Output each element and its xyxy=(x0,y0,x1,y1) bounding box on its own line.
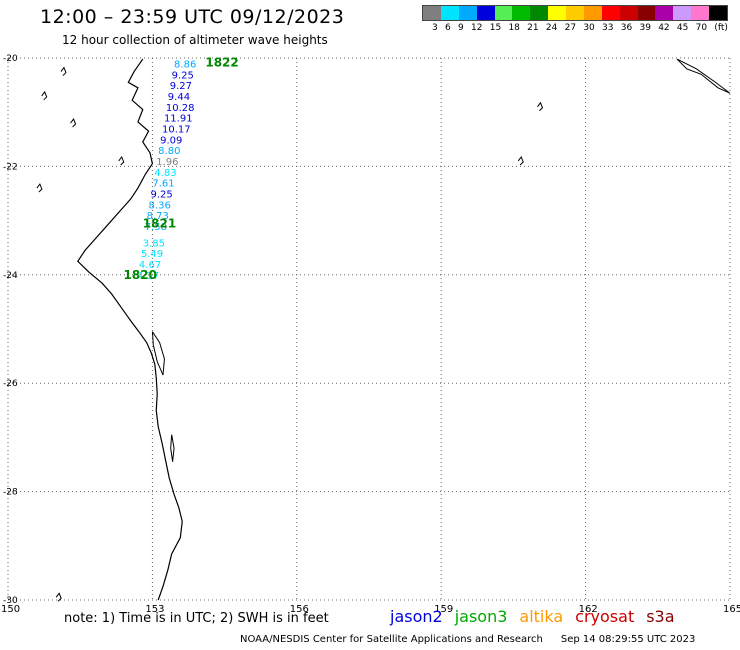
lat-label: -24 xyxy=(3,271,18,281)
wave-height-color-legend: 3 6 9 12 15 18 21 24 27 30 33 36 39 42 45 70 (ft) xyxy=(422,5,728,33)
map-title: 12:00 – 23:59 UTC 09/12/2023 xyxy=(40,6,345,28)
swh-value: 8.36 xyxy=(149,200,171,211)
swh-value: 4.67 xyxy=(139,260,161,271)
swh-value: 4.17 xyxy=(137,271,159,282)
swh-value: 5.49 xyxy=(141,249,163,260)
lat-label: -20 xyxy=(3,54,18,64)
swh-value: 9.27 xyxy=(170,81,192,92)
legend-swatch xyxy=(458,6,477,20)
swh-value: 7.58 xyxy=(145,222,167,233)
swh-value: 9.44 xyxy=(168,92,190,103)
legend-tick: 15 xyxy=(489,23,502,33)
credit-line: NOAA/NESDIS Center for Satellite Applica… xyxy=(240,634,695,645)
lat-label: -28 xyxy=(3,488,18,498)
swh-value: 11.91 xyxy=(164,114,193,125)
legend-tick: 70 xyxy=(695,23,708,33)
legend-tick-labels: 3 6 9 12 15 18 21 24 27 30 33 36 39 42 45 70 (ft) xyxy=(422,23,728,33)
satellite-label-s3a: s3a xyxy=(646,607,675,626)
legend-tick: 9 xyxy=(458,23,464,33)
legend-swatch xyxy=(709,6,727,20)
satellite-label-altika: altika xyxy=(519,607,564,626)
legend-swatch xyxy=(530,6,549,20)
legend-tick: 21 xyxy=(527,23,539,33)
footer-note: note: 1) Time is in UTC; 2) SWH is in fe… xyxy=(64,611,329,626)
swh-value: 9.09 xyxy=(160,135,182,146)
pass-label: 1821 xyxy=(143,216,176,230)
legend-tick: 12 xyxy=(471,23,483,33)
coastline xyxy=(77,58,183,601)
legend-tick: 24 xyxy=(545,23,558,33)
reef-fragment xyxy=(41,90,48,101)
satellite-legend: jason2 jason3 altika cryosat s3a xyxy=(390,607,687,626)
legend-tick: (ft) xyxy=(714,23,728,33)
satellite-label-cryosat: cryosat xyxy=(575,607,635,626)
legend-swatch xyxy=(548,6,566,20)
legend-tick: 36 xyxy=(620,23,633,33)
swh-value: 8.80 xyxy=(158,146,180,157)
legend-swatch xyxy=(512,6,531,20)
legend-swatch xyxy=(566,6,584,20)
legend-tick: 39 xyxy=(639,23,651,33)
swh-value: 9.25 xyxy=(172,70,194,81)
reef-fragment xyxy=(36,183,43,193)
fraser-island xyxy=(151,331,165,376)
lon-label: 165 xyxy=(723,604,740,615)
legend-tick: 6 xyxy=(445,23,451,33)
lat-label: -30 xyxy=(3,596,18,606)
swh-value: 3.85 xyxy=(143,238,165,249)
legend-swatch xyxy=(494,6,513,20)
lon-label: 153 xyxy=(145,604,164,615)
legend-tick: 33 xyxy=(602,23,614,33)
swh-value: 4.83 xyxy=(154,168,176,179)
swh-value: 10.28 xyxy=(166,103,195,114)
legend-tick: 18 xyxy=(508,23,520,33)
lat-label: -26 xyxy=(3,379,18,389)
reef-fragment xyxy=(517,155,524,166)
credit-text: NOAA/NESDIS Center for Satellite Applica… xyxy=(240,634,543,645)
legend-swatch xyxy=(583,6,602,20)
lon-label: 159 xyxy=(434,604,453,615)
reef-fragment xyxy=(70,118,77,128)
pass-label: 1822 xyxy=(205,55,238,69)
swh-value: 1.96 xyxy=(156,157,178,168)
legend-swatch xyxy=(476,6,495,20)
legend-swatch xyxy=(440,6,459,20)
legend-swatches xyxy=(422,5,728,21)
legend-swatch xyxy=(655,6,674,20)
legend-swatch xyxy=(619,6,638,20)
reef-fragment xyxy=(118,155,125,166)
reef-fragment xyxy=(537,101,544,112)
lat-label: -22 xyxy=(3,162,18,172)
legend-tick: 30 xyxy=(583,23,595,33)
swh-value: 10.17 xyxy=(162,124,191,135)
legend-tick: 3 xyxy=(432,23,438,33)
lon-label: 156 xyxy=(290,604,309,615)
legend-tick: 42 xyxy=(658,23,670,33)
legend-swatch xyxy=(691,6,709,20)
lon-label: 162 xyxy=(579,604,598,615)
swh-value: 7.61 xyxy=(152,179,174,190)
legend-tick: 27 xyxy=(564,23,577,33)
moreton-island xyxy=(170,434,175,462)
generated-timestamp: Sep 14 08:29:55 UTC 2023 xyxy=(560,634,696,645)
swh-value: 9.25 xyxy=(150,190,172,201)
reef-fragment xyxy=(55,592,62,602)
swh-value: 8.86 xyxy=(174,59,196,70)
legend-tick: 45 xyxy=(676,23,689,33)
legend-swatch xyxy=(601,6,620,20)
pass-label: 1820 xyxy=(124,268,157,282)
satellite-label-jason3: jason3 xyxy=(454,607,508,626)
legend-swatch xyxy=(423,6,441,20)
swh-value: 8.73 xyxy=(147,211,169,222)
reef-fragment xyxy=(60,66,67,76)
satellite-label-jason2: jason2 xyxy=(390,607,443,626)
legend-swatch xyxy=(637,6,656,20)
new-caledonia-coast xyxy=(676,58,731,94)
legend-swatch xyxy=(673,6,692,20)
map-subtitle: 12 hour collection of altimeter wave hei… xyxy=(62,33,328,47)
lon-label: 150 xyxy=(1,604,20,615)
